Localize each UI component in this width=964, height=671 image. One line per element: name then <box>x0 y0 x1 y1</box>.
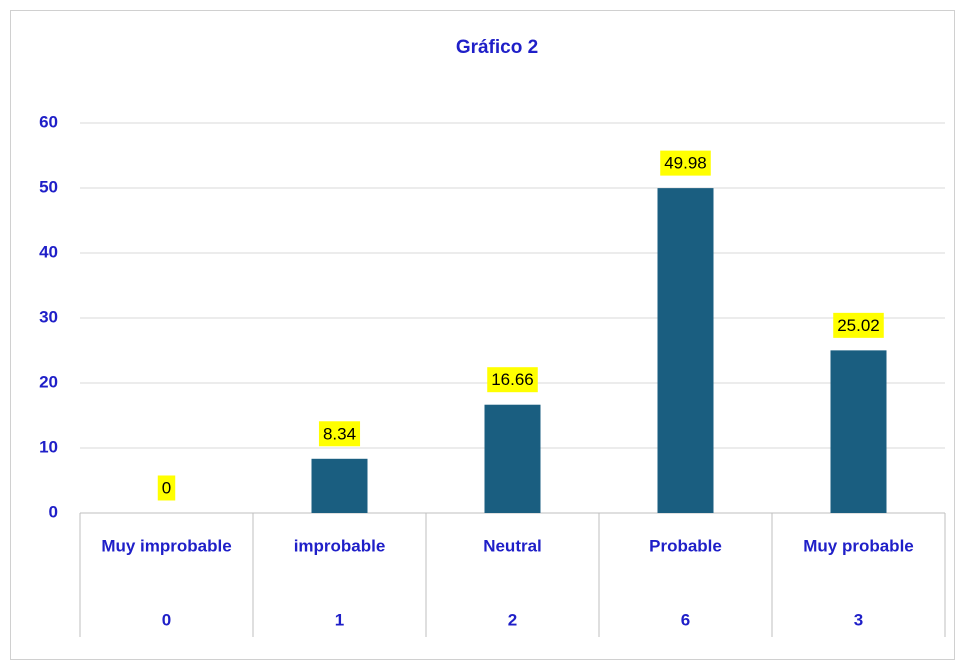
bar <box>311 458 368 513</box>
y-tick-label: 40 <box>39 242 58 261</box>
data-label-bg <box>318 421 361 447</box>
bar <box>484 404 541 513</box>
y-tick-label: 50 <box>39 177 58 196</box>
data-label: 16.66 <box>491 370 534 389</box>
data-label: 8.34 <box>323 424 356 443</box>
y-tick-label: 30 <box>39 307 58 326</box>
bar <box>657 188 714 513</box>
bar <box>830 350 887 513</box>
data-label-bg <box>833 312 884 338</box>
y-tick-label: 20 <box>39 372 58 391</box>
x-tick-label: improbable <box>294 536 386 555</box>
chart-frame <box>10 10 955 660</box>
x-sub-label: 6 <box>681 610 690 629</box>
data-label: 0 <box>162 478 171 497</box>
x-tick-label: Muy improbable <box>101 536 231 555</box>
x-sub-label: 2 <box>508 610 517 629</box>
y-tick-label: 60 <box>39 112 58 131</box>
x-tick-label: Neutral <box>483 536 542 555</box>
data-label-bg <box>487 367 538 393</box>
chart-title: Gráfico 2 <box>456 37 538 58</box>
data-label-bg <box>660 150 711 176</box>
data-label: 25.02 <box>837 316 880 335</box>
data-label: 49.98 <box>664 154 707 173</box>
x-tick-label: Muy probable <box>803 536 914 555</box>
x-sub-label: 1 <box>335 610 344 629</box>
data-label-bg <box>157 475 176 501</box>
x-tick-label: Probable <box>649 536 722 555</box>
y-tick-label: 10 <box>39 437 58 456</box>
x-sub-label: 0 <box>162 610 171 629</box>
y-tick-label: 0 <box>49 502 58 521</box>
x-sub-label: 3 <box>854 610 863 629</box>
